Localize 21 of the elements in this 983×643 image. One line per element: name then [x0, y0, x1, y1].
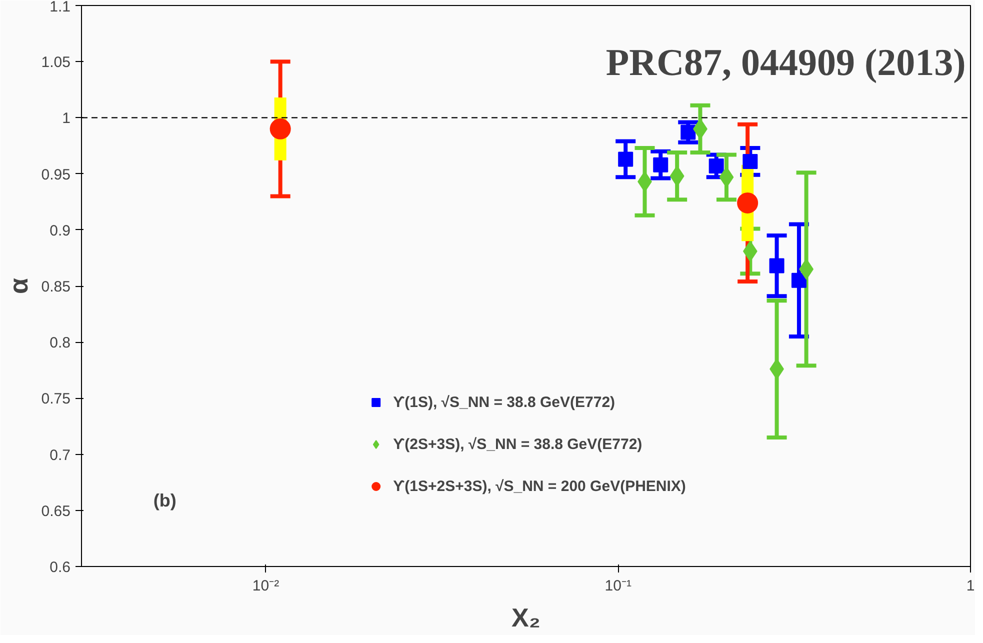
- y-tick-label: 0.65: [41, 502, 71, 520]
- legend-label: ϒ(2S+3S), √S_NN = 38.8 GeV(E772): [393, 436, 642, 452]
- legend-label: ϒ(1S+2S+3S), √S_NN = 200 GeV(PHENIX): [393, 478, 686, 494]
- y-tick-label: 1: [62, 110, 70, 128]
- y-tick-label: 0.95: [41, 166, 71, 184]
- x-tick-label: 10⁻¹: [604, 578, 632, 594]
- y-tick-label: 0.6: [50, 559, 71, 576]
- y-tick-label: 0.7: [50, 446, 71, 464]
- annotation: PRC87, 044909 (2013): [606, 42, 966, 84]
- x-tick-label: 1: [966, 578, 975, 594]
- y-tick-label: 0.8: [50, 334, 71, 352]
- legend-label: ϒ(1S), √S_NN = 38.8 GeV(E772): [393, 394, 616, 410]
- x-axis-title: X₂: [512, 602, 540, 632]
- annotation: (b): [153, 490, 176, 510]
- y-tick-label: 1.05: [41, 54, 71, 72]
- y-axis-title: α: [3, 278, 34, 294]
- y-tick-label: 0.9: [50, 222, 71, 240]
- y-tick-label: 1.1: [50, 0, 71, 16]
- y-tick-label: 0.85: [41, 278, 71, 296]
- y-tick-label: 0.75: [41, 390, 71, 408]
- x-tick-label: 10⁻²: [252, 578, 280, 594]
